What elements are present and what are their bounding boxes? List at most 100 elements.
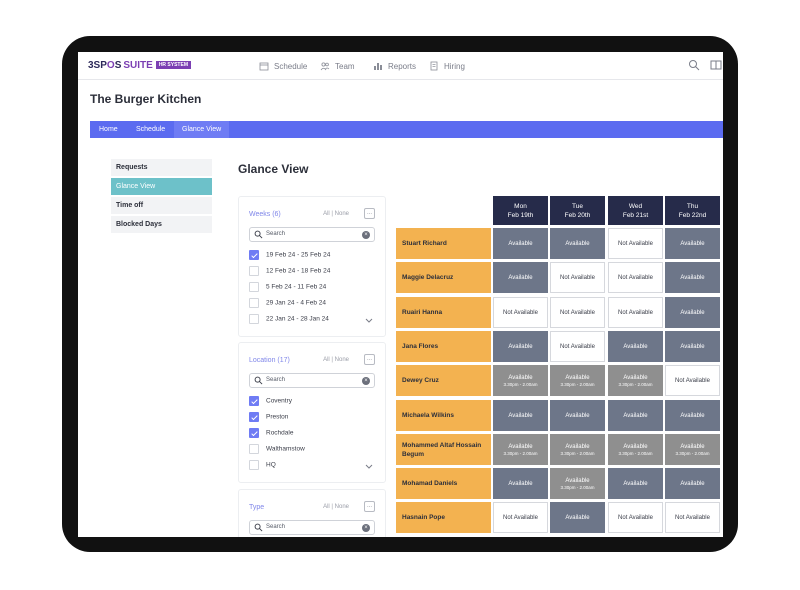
availability-cell-not-available[interactable]: Not Available (550, 297, 605, 328)
checkbox-checked[interactable] (249, 396, 259, 406)
location-option[interactable]: Walthamstow (249, 444, 305, 454)
clear-search-icon[interactable]: × (362, 231, 370, 239)
availability-cell-shift[interactable]: Available 3.30pm - 2.00am (608, 365, 663, 396)
side-item-requests[interactable]: Requests (111, 159, 212, 176)
week-option[interactable]: 12 Feb 24 - 18 Feb 24 (249, 266, 330, 276)
checkbox[interactable] (249, 266, 259, 276)
nav-schedule[interactable]: Schedule (259, 61, 307, 71)
week-option[interactable]: 19 Feb 24 - 25 Feb 24 (249, 250, 330, 260)
employee-name[interactable]: Stuart Richard (396, 228, 491, 259)
checkbox-checked[interactable] (249, 250, 259, 260)
availability-cell-available[interactable]: Available (665, 331, 720, 362)
availability-cell-not-available[interactable]: Not Available (608, 228, 663, 259)
availability-cell-shift[interactable]: Available 3.30pm - 2.00am (550, 468, 605, 499)
availability-cell-available[interactable]: Available (608, 400, 663, 431)
availability-cell-not-available[interactable]: Not Available (550, 331, 605, 362)
nav-reports[interactable]: Reports (373, 61, 416, 71)
location-option[interactable]: Rochdale (249, 428, 293, 438)
breadcrumb-schedule[interactable]: Schedule (136, 126, 166, 133)
location-more-button[interactable]: ... (364, 354, 375, 365)
availability-cell-available[interactable]: Available (550, 502, 605, 533)
weeks-search-input[interactable]: Search × (249, 227, 375, 242)
book-icon[interactable] (710, 59, 722, 71)
availability-cell-not-available[interactable]: Not Available (493, 297, 548, 328)
location-option[interactable]: HQ (249, 460, 276, 470)
availability-cell-available[interactable]: Available (665, 297, 720, 328)
chevron-down-icon[interactable] (365, 318, 373, 324)
availability-cell-available[interactable]: Available (550, 400, 605, 431)
checkbox[interactable] (249, 298, 259, 308)
availability-cell-not-available[interactable]: Not Available (608, 262, 663, 293)
location-option[interactable]: Coventry (249, 396, 292, 406)
availability-cell-shift[interactable]: Available 3.30pm - 2.00am (550, 434, 605, 465)
checkbox-checked[interactable] (249, 428, 259, 438)
weeks-more-button[interactable]: ... (364, 208, 375, 219)
employee-name[interactable]: Dewey Cruz (396, 365, 491, 396)
location-search-input[interactable]: Search × (249, 373, 375, 388)
weeks-select-none[interactable]: None (334, 211, 349, 217)
breadcrumb-glance-view[interactable]: Glance View (174, 121, 230, 138)
chevron-down-icon[interactable] (365, 464, 373, 470)
type-more-button[interactable]: ... (364, 501, 375, 512)
brand-logo[interactable]: 3SPOS SUITE HR SYSTEM (88, 60, 191, 71)
nav-hiring[interactable]: Hiring (429, 61, 465, 71)
availability-cell-not-available[interactable]: Not Available (665, 365, 720, 396)
availability-cell-available[interactable]: Available (608, 331, 663, 362)
weeks-select-all[interactable]: All (323, 211, 330, 217)
day-header-wed: Wed Feb 21st (608, 196, 663, 225)
availability-cell-not-available[interactable]: Not Available (665, 502, 720, 533)
side-item-glance-view[interactable]: Glance View (111, 178, 212, 195)
employee-name[interactable]: Jana Flores (396, 331, 491, 362)
availability-cell-available[interactable]: Available (493, 400, 548, 431)
availability-cell-available[interactable]: Available (665, 262, 720, 293)
availability-cell-shift[interactable]: Available 3.30pm - 2.00am (665, 434, 720, 465)
availability-cell-available[interactable]: Available (665, 468, 720, 499)
checkbox-checked[interactable] (249, 412, 259, 422)
week-option[interactable]: 29 Jan 24 - 4 Feb 24 (249, 298, 326, 308)
type-select-all[interactable]: All (323, 504, 330, 510)
side-item-blocked-days[interactable]: Blocked Days (111, 216, 212, 233)
type-search-input[interactable]: Search × (249, 520, 375, 535)
week-option[interactable]: 5 Feb 24 - 11 Feb 24 (249, 282, 326, 292)
type-filter-panel: Type All | None ... Search × (238, 489, 386, 537)
availability-cell-available[interactable]: Available (493, 228, 548, 259)
checkbox[interactable] (249, 460, 259, 470)
breadcrumb-home[interactable]: Home (99, 126, 118, 133)
availability-cell-shift[interactable]: Available 3.30pm - 2.00am (493, 365, 548, 396)
availability-cell-not-available[interactable]: Not Available (608, 502, 663, 533)
location-option[interactable]: Preston (249, 412, 288, 422)
checkbox[interactable] (249, 444, 259, 454)
employee-name[interactable]: Mohamad Daniels (396, 468, 491, 499)
availability-cell-available[interactable]: Available (608, 468, 663, 499)
checkbox[interactable] (249, 282, 259, 292)
breadcrumb: Home Schedule Glance View (90, 121, 723, 138)
availability-cell-not-available[interactable]: Not Available (608, 297, 663, 328)
availability-cell-shift[interactable]: Available 3.30pm - 2.00am (608, 434, 663, 465)
location-select-none[interactable]: None (334, 357, 349, 363)
availability-cell-available[interactable]: Available (665, 400, 720, 431)
availability-cell-shift[interactable]: Available 3.30pm - 2.00am (550, 365, 605, 396)
checkbox[interactable] (249, 314, 259, 324)
clear-search-icon[interactable]: × (362, 524, 370, 532)
availability-cell-available[interactable]: Available (665, 228, 720, 259)
employee-name[interactable]: Maggie Delacruz (396, 262, 491, 293)
search-icon[interactable] (688, 59, 700, 71)
nav-team[interactable]: Team (320, 61, 355, 71)
week-option[interactable]: 22 Jan 24 - 28 Jan 24 (249, 314, 329, 324)
side-item-time-off[interactable]: Time off (111, 197, 212, 214)
employee-name[interactable]: Ruairi Hanna (396, 297, 491, 328)
availability-cell-available[interactable]: Available (493, 262, 548, 293)
employee-name[interactable]: Michaela Wilkins (396, 400, 491, 431)
location-select-all[interactable]: All (323, 357, 330, 363)
availability-cell-available[interactable]: Available (493, 331, 548, 362)
employee-name[interactable]: Hasnain Pope (396, 502, 491, 533)
availability-cell-shift[interactable]: Available 3.30pm - 2.00am (493, 434, 548, 465)
clear-search-icon[interactable]: × (362, 377, 370, 385)
availability-cell-available[interactable]: Available (550, 228, 605, 259)
employee-name[interactable]: Mohammed Altaf Hossain Begum (396, 434, 491, 465)
availability-cell-available[interactable]: Available (493, 468, 548, 499)
availability-cell-not-available[interactable]: Not Available (493, 502, 548, 533)
availability-cell-not-available[interactable]: Not Available (550, 262, 605, 293)
type-select-none[interactable]: None (334, 504, 349, 510)
team-icon (320, 62, 330, 71)
